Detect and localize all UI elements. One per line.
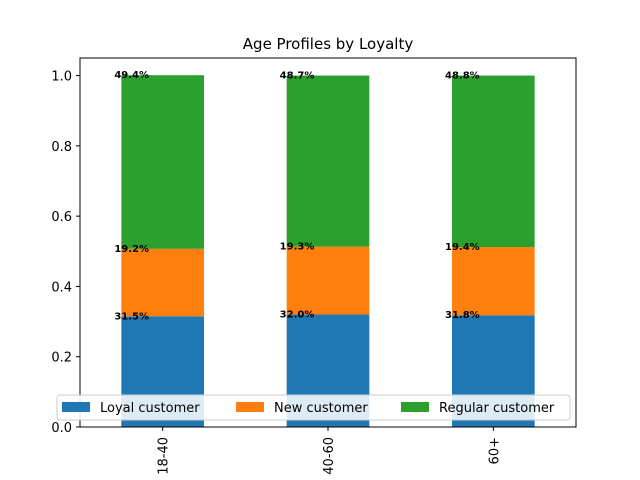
x-tick-label: 18-40 xyxy=(157,437,172,475)
data-label: 48.7% xyxy=(280,71,315,82)
data-label: 31.8% xyxy=(445,310,480,321)
data-label: 31.5% xyxy=(114,311,149,322)
bar-new-customer-40-60 xyxy=(286,246,370,315)
legend-box xyxy=(56,394,571,421)
data-label: 19.2% xyxy=(114,244,149,255)
legend: Loyal customer New customer Regular custom… xyxy=(56,394,571,421)
data-label: 19.3% xyxy=(280,242,315,253)
y-tick-label: 0.6 xyxy=(51,210,72,225)
y-tick-label: 1.0 xyxy=(51,70,72,85)
bar-regular-customer-18-40 xyxy=(121,75,204,249)
y-tick-label: 0.2 xyxy=(51,351,72,366)
bar-labels-layer: 31.5% 19.2% 49.4% 32.0% 19.3% 48.7% 31.8% 19.4%… xyxy=(114,70,479,322)
axes-layer: 18-40 40-60 60+ 0.0 0.2 0.4 0.6 0.8 1.0 xyxy=(51,70,502,475)
bar-new-customer-60+ xyxy=(452,247,535,316)
bar-regular-customer-60+ xyxy=(452,75,535,248)
bar-new-customer-18-40 xyxy=(121,248,204,317)
y-tick-label: 0.4 xyxy=(51,280,72,295)
data-label: 49.4% xyxy=(114,70,149,81)
x-tick-label: 60+ xyxy=(487,437,502,464)
data-label: 32.0% xyxy=(280,310,315,321)
legend-label: New customer xyxy=(274,401,368,416)
y-tick-label: 0.8 xyxy=(51,140,72,155)
legend-label: Regular customer xyxy=(439,401,555,416)
legend-label: Loyal customer xyxy=(100,401,200,416)
legend-swatch xyxy=(236,402,264,412)
x-tick-label: 40-60 xyxy=(322,437,337,475)
data-label: 48.8% xyxy=(445,71,480,82)
chart-title: Age Profiles by Loyalty xyxy=(243,35,414,53)
data-label: 19.4% xyxy=(445,242,480,253)
bar-regular-customer-40-60 xyxy=(286,75,370,247)
legend-swatch xyxy=(401,402,429,412)
y-tick-label: 0.0 xyxy=(51,421,72,436)
legend-swatch xyxy=(62,402,90,412)
